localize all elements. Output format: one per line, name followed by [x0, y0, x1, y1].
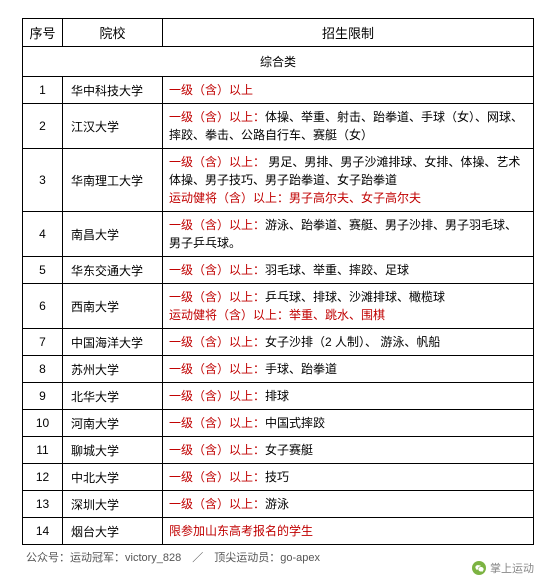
cell-num: 12: [23, 464, 63, 491]
section-row: 综合类: [23, 47, 534, 77]
table-row: 7中国海洋大学一级（含）以上：女子沙排（2 人制）、 游泳、帆船: [23, 329, 534, 356]
cell-restrict: 一级（含）以上：排球: [163, 383, 534, 410]
cell-num: 8: [23, 356, 63, 383]
cell-num: 11: [23, 437, 63, 464]
table-row: 13深圳大学一级（含）以上：游泳: [23, 491, 534, 518]
table-row: 5华东交通大学一级（含）以上：羽毛球、举重、摔跤、足球: [23, 257, 534, 284]
restrict-segment: 一级（含）以上：: [169, 362, 265, 376]
cell-num: 2: [23, 104, 63, 149]
table-row: 12中北大学一级（含）以上：技巧: [23, 464, 534, 491]
cell-restrict: 一级（含）以上：游泳、跆拳道、赛艇、男子沙排、男子羽毛球、男子乒乓球。: [163, 212, 534, 257]
restrict-segment: 羽毛球、举重、摔跤、足球: [265, 263, 409, 277]
cell-restrict: 一级（含）以上：体操、举重、射击、跆拳道、手球（女）、网球、摔跤、拳击、公路自行…: [163, 104, 534, 149]
cell-num: 10: [23, 410, 63, 437]
restrict-segment: 游泳: [265, 497, 289, 511]
restrict-segment: 排球: [265, 389, 289, 403]
cell-school: 聊城大学: [63, 437, 163, 464]
restrict-segment: 一级（含）以上：: [169, 335, 265, 349]
cell-restrict: 一级（含）以上：羽毛球、举重、摔跤、足球: [163, 257, 534, 284]
restrict-segment: 一级（含）以上：: [169, 497, 265, 511]
cell-school: 华中科技大学: [63, 77, 163, 104]
table-header-row: 序号 院校 招生限制: [23, 19, 534, 47]
watermark: 掌上运动: [472, 560, 534, 576]
header-restrict: 招生限制: [163, 19, 534, 47]
cell-num: 6: [23, 284, 63, 329]
cell-school: 烟台大学: [63, 518, 163, 545]
restrict-segment: 限参加山东高考报名的学生: [169, 524, 313, 538]
cell-school: 江汉大学: [63, 104, 163, 149]
restrict-segment: 一级（含）以上：: [169, 218, 265, 232]
cell-num: 7: [23, 329, 63, 356]
restrict-segment: 一级（含）以上：: [169, 263, 265, 277]
admission-table: 序号 院校 招生限制 综合类 1华中科技大学一级（含）以上2江汉大学一级（含）以…: [22, 18, 534, 545]
header-school: 院校: [63, 19, 163, 47]
cell-restrict: 一级（含）以上：中国式摔跤: [163, 410, 534, 437]
restrict-segment: 技巧: [265, 470, 289, 484]
section-label: 综合类: [23, 47, 534, 77]
restrict-segment: 女子沙排（2 人制）、 游泳、帆船: [265, 335, 440, 349]
cell-restrict: 一级（含）以上：女子赛艇: [163, 437, 534, 464]
table-row: 4南昌大学一级（含）以上：游泳、跆拳道、赛艇、男子沙排、男子羽毛球、男子乒乓球。: [23, 212, 534, 257]
cell-restrict: 限参加山东高考报名的学生: [163, 518, 534, 545]
cell-num: 9: [23, 383, 63, 410]
restrict-segment: 一级（含）以上：: [169, 470, 265, 484]
restrict-segment: 一级（含）以上：: [169, 155, 265, 169]
restrict-segment: 一级（含）以上：: [169, 389, 265, 403]
cell-school: 苏州大学: [63, 356, 163, 383]
table-row: 2江汉大学一级（含）以上：体操、举重、射击、跆拳道、手球（女）、网球、摔跤、拳击…: [23, 104, 534, 149]
cell-restrict: 一级（含）以上：游泳: [163, 491, 534, 518]
restrict-segment: 中国式摔跤: [265, 416, 325, 430]
restrict-segment: 运动健将（含）以上：举重、跳水、围棋: [169, 308, 385, 322]
cell-school: 中北大学: [63, 464, 163, 491]
restrict-segment: 一级（含）以上: [169, 83, 253, 97]
cell-num: 3: [23, 149, 63, 212]
cell-school: 深圳大学: [63, 491, 163, 518]
restrict-segment: 女子赛艇: [265, 443, 313, 457]
cell-restrict: 一级（含）以上： 男足、男排、男子沙滩排球、女排、体操、艺术体操、男子技巧、男子…: [163, 149, 534, 212]
table-row: 9北华大学一级（含）以上：排球: [23, 383, 534, 410]
cell-restrict: 一级（含）以上：技巧: [163, 464, 534, 491]
table-row: 14烟台大学限参加山东高考报名的学生: [23, 518, 534, 545]
cell-num: 13: [23, 491, 63, 518]
cell-school: 中国海洋大学: [63, 329, 163, 356]
cell-num: 14: [23, 518, 63, 545]
cell-restrict: 一级（含）以上：乒乓球、排球、沙滩排球、橄榄球运动健将（含）以上：举重、跳水、围…: [163, 284, 534, 329]
table-row: 10河南大学一级（含）以上：中国式摔跤: [23, 410, 534, 437]
restrict-segment: 一级（含）以上：: [169, 443, 265, 457]
header-num: 序号: [23, 19, 63, 47]
watermark-text: 掌上运动: [490, 560, 534, 576]
table-row: 11聊城大学一级（含）以上：女子赛艇: [23, 437, 534, 464]
cell-restrict: 一级（含）以上：女子沙排（2 人制）、 游泳、帆船: [163, 329, 534, 356]
cell-restrict: 一级（含）以上: [163, 77, 534, 104]
cell-school: 北华大学: [63, 383, 163, 410]
restrict-segment: 乒乓球、排球、沙滩排球、橄榄球: [265, 290, 445, 304]
cell-restrict: 一级（含）以上：手球、跆拳道: [163, 356, 534, 383]
table-row: 3华南理工大学一级（含）以上： 男足、男排、男子沙滩排球、女排、体操、艺术体操、…: [23, 149, 534, 212]
cell-school: 南昌大学: [63, 212, 163, 257]
cell-num: 4: [23, 212, 63, 257]
restrict-segment: 一级（含）以上：: [169, 416, 265, 430]
cell-num: 5: [23, 257, 63, 284]
cell-school: 西南大学: [63, 284, 163, 329]
cell-school: 华东交通大学: [63, 257, 163, 284]
restrict-segment: 手球、跆拳道: [265, 362, 337, 376]
wechat-icon: [472, 561, 486, 575]
table-row: 8苏州大学一级（含）以上：手球、跆拳道: [23, 356, 534, 383]
cell-school: 华南理工大学: [63, 149, 163, 212]
table-row: 1华中科技大学一级（含）以上: [23, 77, 534, 104]
restrict-segment: 一级（含）以上：: [169, 110, 265, 124]
restrict-segment: 一级（含）以上：: [169, 290, 265, 304]
table-row: 6西南大学一级（含）以上：乒乓球、排球、沙滩排球、橄榄球运动健将（含）以上：举重…: [23, 284, 534, 329]
restrict-segment: 运动健将（含）以上：男子高尔夫、女子高尔夫: [169, 191, 421, 205]
cell-school: 河南大学: [63, 410, 163, 437]
footer-note: 公众号：运动冠军：victory_828 ／ 顶尖运动员：go-apex: [22, 549, 534, 565]
cell-num: 1: [23, 77, 63, 104]
